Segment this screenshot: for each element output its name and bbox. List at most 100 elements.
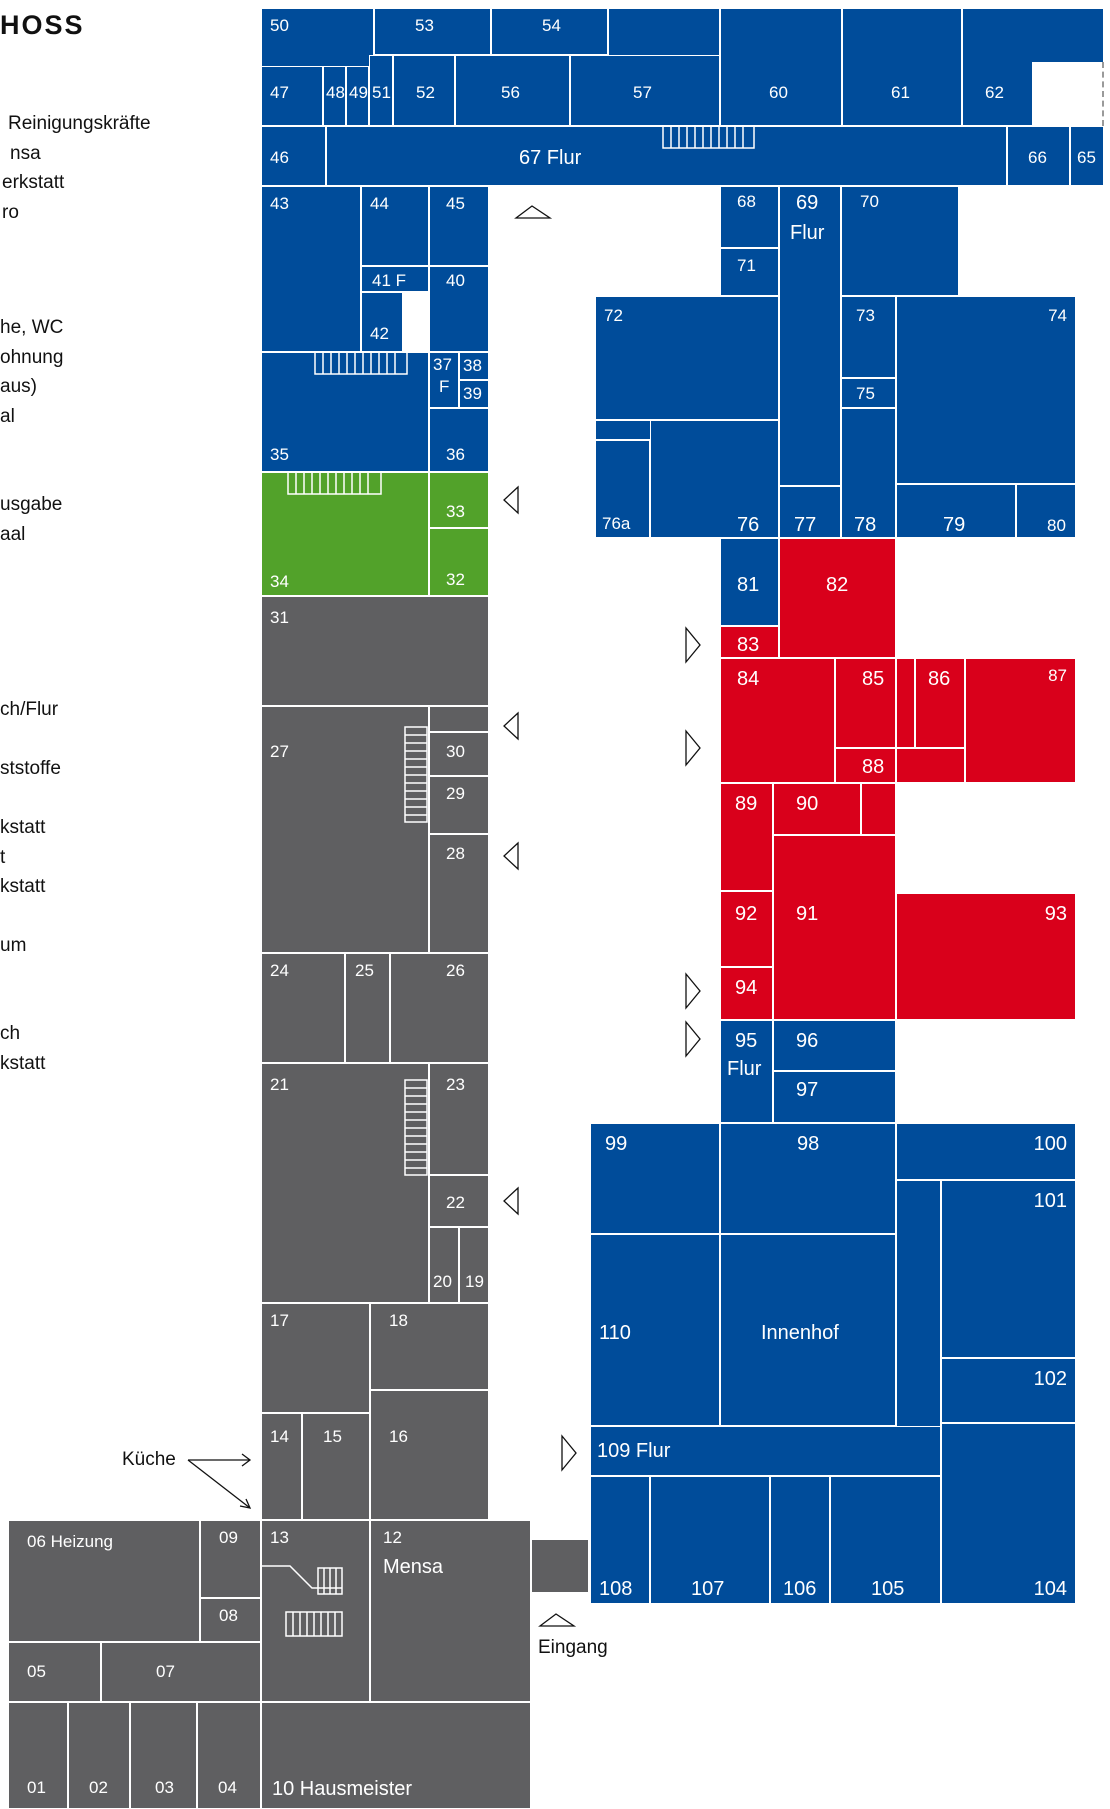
room-78[interactable]: 78 bbox=[841, 408, 896, 538]
room-93[interactable]: 93 bbox=[896, 893, 1076, 1020]
room-17[interactable]: 17 bbox=[261, 1303, 370, 1413]
room-10-hausmeister[interactable]: 10 Hausmeister bbox=[261, 1702, 531, 1809]
room-65[interactable]: 65 bbox=[1070, 126, 1104, 186]
room-56[interactable]: 56 bbox=[455, 55, 570, 126]
room-104[interactable]: 104 bbox=[941, 1423, 1076, 1604]
room-29[interactable]: 29 bbox=[429, 776, 489, 834]
room-43[interactable]: 43 bbox=[261, 186, 361, 352]
room-45[interactable]: 45 bbox=[429, 186, 489, 266]
room-34[interactable]: 34 bbox=[261, 472, 429, 596]
room-48[interactable]: 48 bbox=[323, 66, 346, 126]
room-21[interactable]: 21 bbox=[261, 1063, 429, 1303]
room-88[interactable]: 88 bbox=[835, 748, 896, 783]
room-70[interactable]: 70 bbox=[841, 186, 959, 296]
room-03[interactable]: 03 bbox=[130, 1702, 197, 1809]
room-66[interactable]: 66 bbox=[1007, 126, 1070, 186]
room-35[interactable]: 35 bbox=[261, 352, 429, 472]
room-39[interactable]: 39 bbox=[459, 380, 489, 408]
room-90[interactable]: 90 bbox=[773, 783, 861, 835]
room-83[interactable]: 83 bbox=[720, 626, 779, 658]
room-22[interactable]: 22 bbox=[429, 1175, 489, 1227]
room-46[interactable]: 46 bbox=[261, 126, 326, 186]
room-38[interactable]: 38 bbox=[459, 352, 489, 380]
room-19[interactable]: 19 bbox=[459, 1227, 489, 1303]
room-06-heizung[interactable]: 06 Heizung bbox=[8, 1520, 200, 1642]
room-96[interactable]: 96 bbox=[773, 1020, 896, 1071]
room-84[interactable]: 84 bbox=[720, 658, 835, 783]
room-100[interactable]: 100 bbox=[896, 1123, 1076, 1180]
room-69-flur[interactable]: 69 Flur bbox=[779, 186, 841, 486]
room-40[interactable]: 40 bbox=[429, 266, 489, 352]
room-14[interactable]: 14 bbox=[261, 1413, 302, 1520]
room-26[interactable]: 26 bbox=[390, 953, 489, 1063]
room-31[interactable]: 31 bbox=[261, 596, 489, 706]
room-95-flur[interactable]: 95 Flur bbox=[720, 1020, 773, 1123]
room-20[interactable]: 20 bbox=[429, 1227, 459, 1303]
room-28[interactable]: 28 bbox=[429, 834, 489, 953]
room-99[interactable]: 99 bbox=[590, 1123, 720, 1234]
room-101[interactable]: 101 bbox=[941, 1180, 1076, 1358]
room-77[interactable]: 77 bbox=[779, 486, 841, 538]
room-67-flur[interactable]: 67 Flur bbox=[326, 126, 1007, 186]
room-71[interactable]: 71 bbox=[720, 248, 779, 296]
room-105[interactable]: 105 bbox=[830, 1476, 941, 1604]
room-75[interactable]: 75 bbox=[841, 378, 896, 408]
room-86[interactable]: 86 bbox=[915, 658, 965, 748]
room-16[interactable]: 16 bbox=[370, 1390, 489, 1520]
room-04[interactable]: 04 bbox=[197, 1702, 261, 1809]
room-33[interactable]: 33 bbox=[429, 472, 489, 528]
room-107[interactable]: 107 bbox=[650, 1476, 770, 1604]
room-12-mensa[interactable]: 12 Mensa bbox=[370, 1520, 531, 1702]
room-54[interactable]: 54 bbox=[491, 8, 608, 55]
room-87[interactable]: 87 bbox=[965, 658, 1076, 783]
room-01[interactable]: 01 bbox=[8, 1702, 68, 1809]
room-72[interactable]: 72 bbox=[595, 296, 779, 420]
room-79[interactable]: 79 bbox=[896, 484, 1016, 538]
room-74[interactable]: 74 bbox=[896, 296, 1076, 484]
room-13[interactable]: 13 bbox=[261, 1520, 370, 1702]
room-109-flur[interactable]: 109 Flur bbox=[590, 1426, 941, 1476]
room-44[interactable]: 44 bbox=[361, 186, 429, 266]
room-92[interactable]: 92 bbox=[720, 891, 773, 967]
room-51[interactable]: 51 bbox=[369, 55, 393, 126]
innenhof[interactable]: Innenhof bbox=[720, 1234, 896, 1426]
room-94[interactable]: 94 bbox=[720, 967, 773, 1020]
room-23[interactable]: 23 bbox=[429, 1063, 489, 1175]
room-05[interactable]: 05 bbox=[8, 1642, 101, 1702]
room-07[interactable]: 07 bbox=[101, 1642, 261, 1702]
room-37f[interactable]: 37 F bbox=[429, 352, 459, 408]
room-102[interactable]: 102 bbox=[941, 1358, 1076, 1423]
room-73[interactable]: 73 bbox=[841, 296, 896, 378]
room-80[interactable]: 80 bbox=[1016, 484, 1076, 538]
room-89[interactable]: 89 bbox=[720, 783, 773, 891]
room-41f[interactable]: 41 F bbox=[361, 266, 429, 292]
room-27[interactable]: 27 bbox=[261, 706, 429, 953]
room-106[interactable]: 106 bbox=[770, 1476, 830, 1604]
room-18[interactable]: 18 bbox=[370, 1303, 489, 1390]
room-85[interactable]: 85 bbox=[835, 658, 896, 748]
room-68[interactable]: 68 bbox=[720, 186, 779, 248]
room-110[interactable]: 110 bbox=[590, 1234, 720, 1426]
room-53[interactable]: 53 bbox=[374, 8, 491, 55]
room-82[interactable]: 82 bbox=[779, 538, 896, 658]
room-76a[interactable]: 76a bbox=[595, 440, 650, 538]
room-60[interactable]: 60 bbox=[720, 8, 842, 126]
room-09[interactable]: 09 bbox=[200, 1520, 261, 1598]
room-76[interactable]: 76 bbox=[650, 420, 779, 538]
room-91[interactable]: 91 bbox=[773, 835, 896, 1020]
room-97[interactable]: 97 bbox=[773, 1071, 896, 1123]
room-02[interactable]: 02 bbox=[68, 1702, 130, 1809]
room-49[interactable]: 49 bbox=[346, 66, 369, 126]
room-57[interactable]: 57 bbox=[570, 55, 720, 126]
room-108[interactable]: 108 bbox=[590, 1476, 650, 1604]
room-24[interactable]: 24 bbox=[261, 953, 345, 1063]
room-15[interactable]: 15 bbox=[302, 1413, 370, 1520]
room-42[interactable]: 42 bbox=[361, 292, 403, 352]
room-47[interactable]: 47 bbox=[261, 66, 323, 126]
room-52[interactable]: 52 bbox=[393, 55, 455, 126]
room-98[interactable]: 98 bbox=[720, 1123, 896, 1234]
room-81[interactable]: 81 bbox=[720, 538, 779, 626]
room-32[interactable]: 32 bbox=[429, 528, 489, 596]
room-30[interactable]: 30 bbox=[429, 732, 489, 776]
room-25[interactable]: 25 bbox=[345, 953, 390, 1063]
